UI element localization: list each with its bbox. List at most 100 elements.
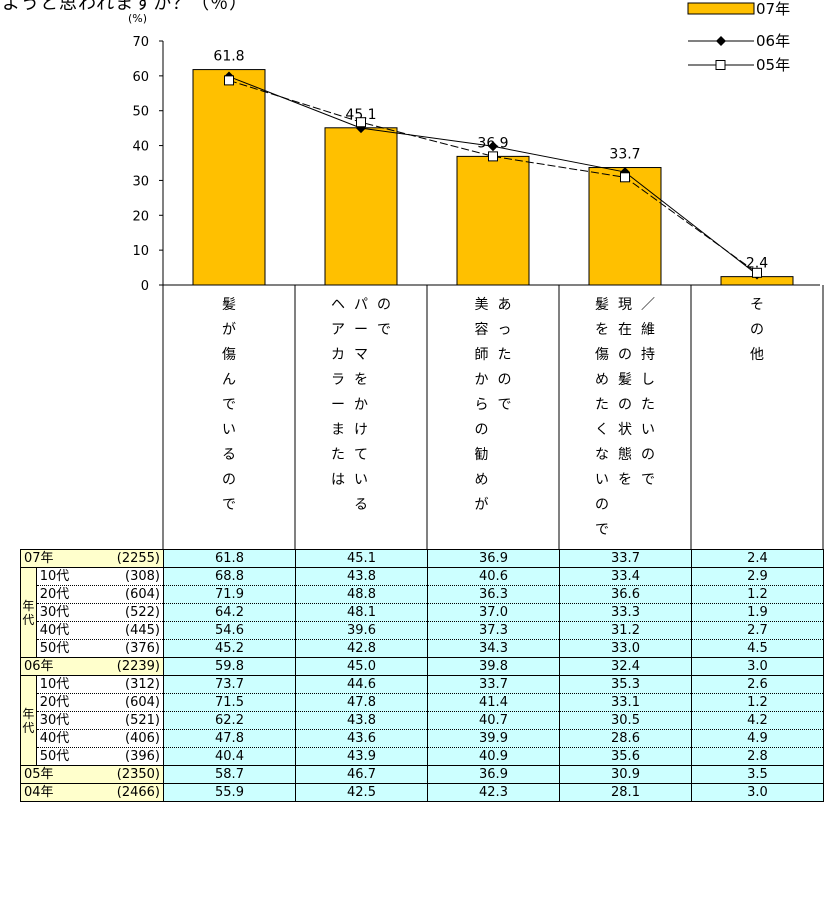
row-sample-size: (521) <box>125 712 160 728</box>
data-table: 07年 (2255) 61.8 45.1 36.9 33.7 2.4 年 代 10代 (308) 6… <box>20 549 824 802</box>
table-cell-value: 45.1 <box>295 549 428 568</box>
category-char: の <box>641 447 655 463</box>
category-char: ラ <box>331 372 345 388</box>
y-tick-label: 70 <box>132 35 149 50</box>
table-row: 50代 (376) 45.2 42.8 34.3 33.0 4.5 <box>21 639 824 658</box>
y-tick-label: 0 <box>141 279 149 294</box>
table-cell-value: 1.9 <box>691 603 824 622</box>
table-cell-value: 4.2 <box>691 711 824 730</box>
table-cell-value: 1.2 <box>691 585 824 604</box>
category-char: カ <box>331 347 345 363</box>
row-label: 10代 <box>39 568 70 584</box>
y-tick-label: 30 <box>132 174 149 189</box>
marker-05 <box>224 75 234 86</box>
category-char: 傷 <box>222 347 236 363</box>
table-row: 20代 (604) 71.9 48.8 36.3 36.6 1.2 <box>21 585 824 604</box>
category-char: 現 <box>618 297 632 313</box>
bar-value-label: 33.7 <box>609 147 640 163</box>
category-char: 容 <box>475 321 489 338</box>
table-cell-value: 43.8 <box>295 567 428 586</box>
table-cell-value: 4.5 <box>691 639 824 658</box>
table-cell-value: 42.5 <box>295 783 428 802</box>
bar-07 <box>588 167 662 286</box>
category-char: を <box>354 372 368 388</box>
row-label-cell: 20代 (604) <box>35 585 164 604</box>
table-cell-value: 40.7 <box>427 711 560 730</box>
category-char: て <box>354 447 368 463</box>
row-label: 05年 <box>24 766 54 782</box>
table-group-row: 04年 (2466) 55.9 42.5 42.3 28.1 3.0 <box>20 783 824 802</box>
bar-07 <box>456 155 530 286</box>
category-char: 他 <box>750 347 764 363</box>
category-char: い <box>222 422 236 438</box>
category-char: の <box>618 397 632 413</box>
table-cell-value: 44.6 <box>295 675 428 694</box>
row-label-cell: 30代 (521) <box>35 711 164 730</box>
legend-label-05: 05年 <box>756 56 790 74</box>
bar-07 <box>192 69 266 286</box>
category-char: く <box>595 422 609 438</box>
category-char: 持 <box>641 347 655 363</box>
table-cell-value: 45.0 <box>295 657 428 676</box>
table-cell-value: 35.3 <box>559 675 692 694</box>
category-char: 髪 <box>595 297 609 313</box>
marker-06 <box>488 141 498 152</box>
category-char: を <box>618 472 632 488</box>
table-row: 40代 (406) 47.8 43.6 39.9 28.6 4.9 <box>21 729 824 748</box>
row-sample-size: (312) <box>125 676 160 692</box>
bar-07 <box>324 127 398 286</box>
row-sample-size: (406) <box>125 730 160 746</box>
table-cell-value: 47.8 <box>295 693 428 712</box>
table-cell-value: 43.6 <box>295 729 428 748</box>
category-char: で <box>222 397 236 413</box>
category-char: っ <box>498 322 512 338</box>
row-sample-size: (308) <box>125 568 160 584</box>
table-cell-value: 1.2 <box>691 693 824 712</box>
table-row: 年 代 10代 (312) 73.7 44.6 33.7 35.3 2.6 <box>20 675 824 766</box>
row-label: 20代 <box>39 694 70 710</box>
table-group-row: 06年 (2239) 59.8 45.0 39.8 32.4 3.0 <box>20 657 824 676</box>
table-row: 年 代 10代 (308) 68.8 43.8 40.6 33.4 2.9 <box>20 567 824 658</box>
row-sample-size: (604) <box>125 586 160 602</box>
table-cell-value: 68.8 <box>163 567 296 586</box>
row-label: 04年 <box>24 784 54 800</box>
row-sample-size: (604) <box>125 694 160 710</box>
row-label: 50代 <box>39 640 70 656</box>
category-char: か <box>475 372 489 388</box>
table-cell-value: 48.1 <box>295 603 428 622</box>
row-sample-size: (2239) <box>116 658 160 674</box>
table-cell-value: 47.8 <box>163 729 296 748</box>
table-cell-value: 30.5 <box>559 711 692 730</box>
row-label: 20代 <box>39 586 70 602</box>
category-char: る <box>222 447 236 463</box>
table-row: 50代 (396) 40.4 43.9 40.9 35.6 2.8 <box>21 747 824 766</box>
title-fragment: ようと思われますか？（％） <box>2 0 249 14</box>
table-cell-value: 32.4 <box>559 657 692 676</box>
category-char: で <box>222 497 236 513</box>
category-char: 在 <box>618 322 632 338</box>
table-cell-value: 73.7 <box>163 675 296 694</box>
table-group-row: 07年 (2255) 61.8 45.1 36.9 33.7 2.4 <box>20 549 824 568</box>
table-cell-value: 54.6 <box>163 621 296 640</box>
category-char: で <box>641 472 655 488</box>
table-cell-value: 37.0 <box>427 603 560 622</box>
category-char: た <box>641 397 655 413</box>
table-row: 20代 (604) 71.5 47.8 41.4 33.1 1.2 <box>21 693 824 712</box>
table-cell-value: 48.8 <box>295 585 428 604</box>
table-cell-value: 55.9 <box>163 783 296 802</box>
legend-marker-05 <box>715 60 726 70</box>
table-cell-value: 2.9 <box>691 567 824 586</box>
category-char: め <box>475 472 489 488</box>
y-tick-label: 20 <box>132 209 149 224</box>
bar-value-label: 2.4 <box>746 256 768 272</box>
category-char: な <box>595 447 609 463</box>
table-cell-value: 71.5 <box>163 693 296 712</box>
table-cell-value: 42.8 <box>295 639 428 658</box>
category-char: た <box>595 397 609 413</box>
table-cell-value: 33.4 <box>559 567 692 586</box>
table-cell-value: 36.3 <box>427 585 560 604</box>
y-tick-label: 10 <box>132 244 149 259</box>
marker-05 <box>488 151 498 162</box>
table-cell-value: 45.2 <box>163 639 296 658</box>
table-cell-value: 39.9 <box>427 729 560 748</box>
